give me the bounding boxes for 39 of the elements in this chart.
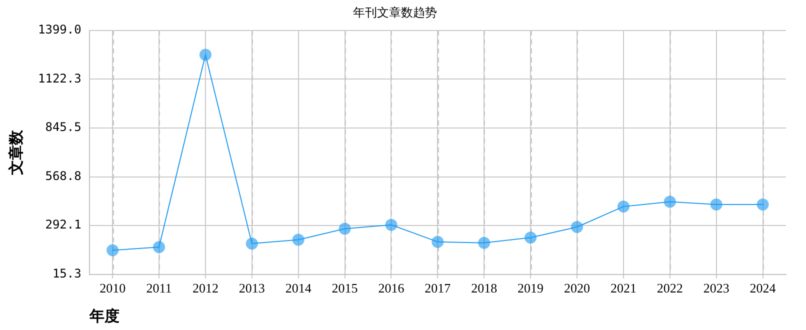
point xyxy=(478,236,490,249)
x-axis-title: 年度 xyxy=(88,306,120,325)
y-tick-label: 1399.0 xyxy=(38,22,82,37)
point xyxy=(338,222,351,235)
y-tick-label: 845.5 xyxy=(45,120,82,134)
point xyxy=(292,234,304,246)
point xyxy=(617,200,630,213)
point xyxy=(106,244,119,256)
x-tick-label: 2016 xyxy=(378,280,405,296)
point xyxy=(756,198,769,210)
y-tick-label: 15.3 xyxy=(52,266,82,281)
x-tick-label: 2010 xyxy=(100,280,126,296)
point xyxy=(432,236,444,248)
point xyxy=(524,232,537,244)
x-tick-label: 2022 xyxy=(656,280,683,296)
x-tick-label: 2018 xyxy=(471,280,498,296)
x-tick-label: 2021 xyxy=(610,280,636,296)
point xyxy=(246,238,258,250)
y-tick-label: 568.8 xyxy=(45,168,82,183)
x-tick-label: 2020 xyxy=(564,280,590,296)
point xyxy=(153,241,166,254)
x-tick-label: 2024 xyxy=(750,280,776,296)
x-tick-label: 2011 xyxy=(146,280,172,296)
x-tick-label: 2017 xyxy=(424,280,452,296)
x-tick-label: 2014 xyxy=(285,280,312,296)
x-tick-label: 2019 xyxy=(518,280,544,296)
point xyxy=(199,48,212,61)
y-tick-label: 292.1 xyxy=(45,218,82,232)
y-tick-label: 1122.3 xyxy=(38,71,82,86)
x-tick-label: 2013 xyxy=(238,280,265,296)
point xyxy=(571,221,584,234)
point xyxy=(664,196,676,208)
point xyxy=(385,218,398,231)
x-tick-label: 2015 xyxy=(332,280,358,296)
chart-title: 年刊文章数趋势 xyxy=(353,5,437,20)
x-tick-label: 2012 xyxy=(192,280,218,296)
y-axis-title: 文章数 xyxy=(6,128,25,176)
point xyxy=(710,198,722,210)
x-tick-label: 2023 xyxy=(703,280,730,296)
